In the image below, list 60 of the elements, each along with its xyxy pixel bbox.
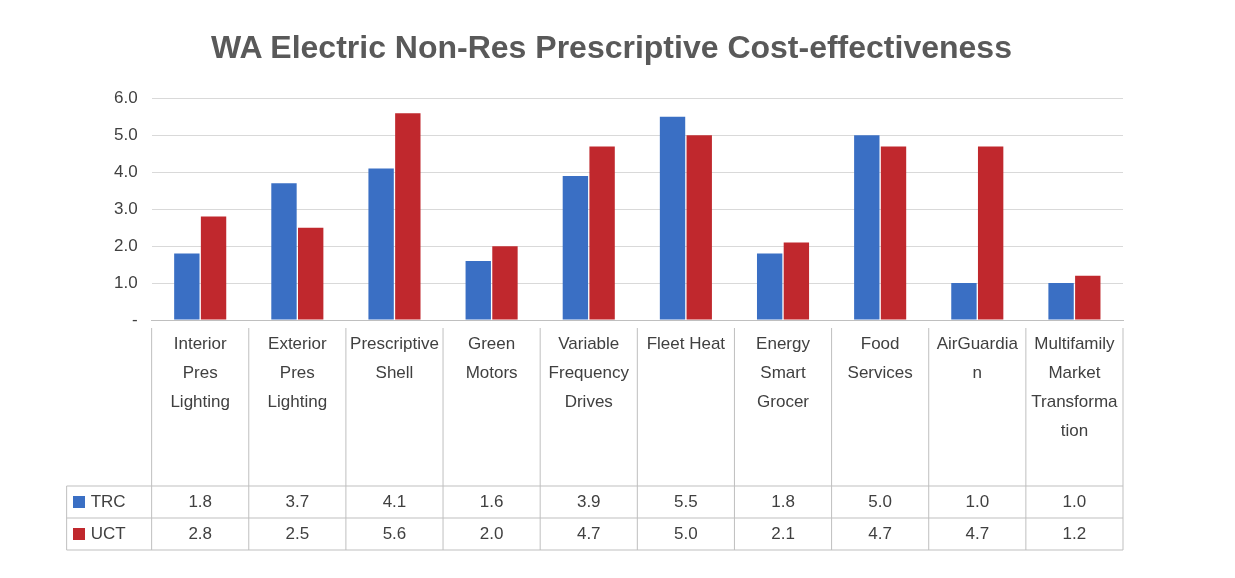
x-tick-label: Exterior Pres Lighting (267, 333, 328, 411)
bar (686, 135, 712, 320)
x-tick-label: Prescriptive Shell (350, 333, 439, 382)
y-tick-label: 4.0 (113, 161, 138, 181)
bar (1075, 275, 1101, 320)
bar (298, 227, 324, 320)
data-label: 5.5 (674, 491, 698, 511)
bar (951, 283, 977, 320)
data-label: 1.8 (771, 491, 795, 511)
chart-title: WA Electric Non-Res Prescriptive Cost-effectiveness (211, 29, 1012, 66)
y-tick-label: 3.0 (113, 198, 138, 218)
x-tick-label: Food Services (847, 333, 913, 382)
data-label: 1.8 (188, 491, 213, 511)
bar (756, 253, 783, 320)
bar (492, 246, 518, 320)
bar (783, 242, 810, 320)
data-label: 1.0 (965, 491, 990, 511)
bar (1048, 283, 1074, 320)
bar (271, 183, 297, 320)
legend-label: TRC (90, 491, 126, 511)
bar (562, 175, 589, 320)
data-label: 2.5 (285, 523, 310, 543)
bar (174, 253, 200, 320)
x-tick-label: AirGuardian (936, 333, 1019, 382)
data-label: 2.8 (188, 523, 213, 543)
data-label: 3.9 (576, 491, 601, 511)
bar (880, 146, 907, 320)
legend-label: UCT (90, 523, 126, 543)
y-tick-label: 2.0 (113, 235, 138, 255)
bar (659, 116, 686, 320)
data-label: 5.0 (868, 491, 892, 511)
bar (395, 113, 421, 320)
x-tick-label: Fleet Heat (646, 333, 726, 353)
data-label: 4.7 (965, 523, 990, 543)
data-label: 5.6 (382, 523, 407, 543)
data-label: 5.0 (674, 523, 698, 543)
x-tick-label: Multifamily Market Transformation (1031, 333, 1119, 440)
data-label: 4.1 (382, 491, 407, 511)
x-tick-label: Interior Pres Lighting (170, 333, 230, 411)
x-tick-label: Energy Smart Grocer (756, 333, 811, 411)
bar (589, 146, 615, 320)
x-tick-label: Green Motors (465, 333, 518, 382)
y-tick-label: - (131, 309, 138, 329)
data-label: 1.2 (1062, 523, 1087, 543)
bar (368, 168, 394, 320)
y-tick-label: 6.0 (113, 88, 138, 108)
bar (977, 146, 1004, 320)
x-tick-label: Variable Frequency Drives (548, 333, 630, 411)
bar (854, 135, 880, 320)
data-label: 4.7 (576, 523, 601, 543)
bar (465, 260, 491, 320)
y-tick-label: 1.0 (113, 272, 138, 292)
data-label: 1.0 (1062, 491, 1087, 511)
data-label: 3.7 (285, 491, 310, 511)
data-label: 2.1 (771, 523, 795, 543)
data-label: 1.6 (479, 491, 504, 511)
bar (200, 216, 227, 320)
data-label: 2.0 (479, 523, 504, 543)
y-tick-label: 5.0 (113, 125, 138, 145)
data-label: 4.7 (868, 523, 892, 543)
